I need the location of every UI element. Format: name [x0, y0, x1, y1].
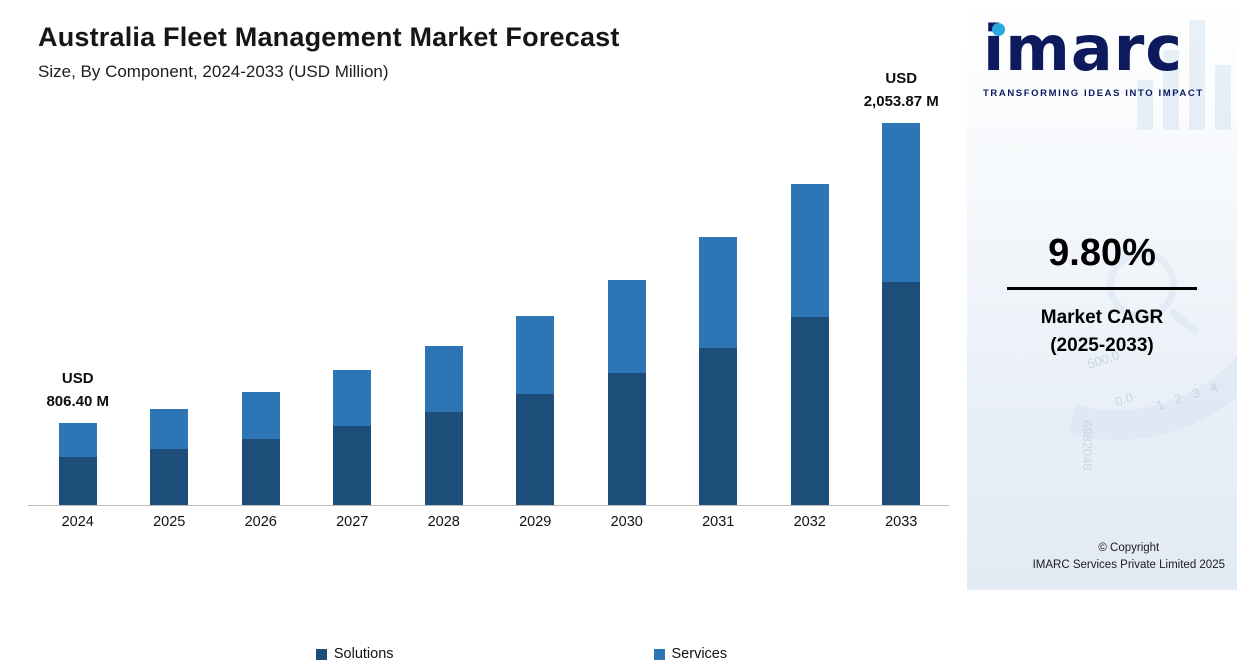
- bar-column-2026: 2026: [215, 100, 307, 530]
- bar-segment-services-2024: [58, 423, 97, 457]
- bar-area-2033: USD 2,053.87 M: [856, 70, 948, 505]
- imarc-tagline: TRANSFORMING IDEAS INTO IMPACT: [983, 88, 1204, 99]
- watermark-text: 1 2 3 4: [1154, 377, 1224, 414]
- bar-column-2030: 2030: [581, 100, 673, 530]
- bar-column-2033: USD 2,053.87 M 2033: [856, 70, 948, 530]
- x-axis-label-2033: 2033: [885, 514, 918, 530]
- bar-stack-2029: [516, 316, 555, 505]
- copyright-line1: © Copyright: [1098, 541, 1160, 554]
- imarc-logo-text: imarc: [983, 12, 1184, 85]
- bar-segment-solutions-2028: [424, 412, 463, 505]
- bar-area-2025: [124, 100, 216, 505]
- watermark-text: 6982048: [1080, 420, 1095, 471]
- bar-area-2030: [581, 100, 673, 505]
- bar-area-2026: [215, 100, 307, 505]
- watermark-text: 0.0: [1113, 389, 1135, 410]
- stacked-bar-chart: USD 806.40 M 2024 2025 2026 2027 2028 2029 2030 2…: [28, 70, 949, 662]
- legend-item-solutions: Solutions: [315, 646, 394, 662]
- bar-column-2025: 2025: [124, 100, 216, 530]
- bar-segment-services-2027: [333, 370, 372, 426]
- cagr-value: 9.80%: [1048, 232, 1156, 274]
- bar-area-2032: [764, 100, 856, 505]
- bar-column-2031: 2031: [673, 100, 765, 530]
- bar-segment-services-2025: [150, 409, 189, 449]
- bar-area-2031: [673, 100, 765, 505]
- cagr-block: 9.80% Market CAGR (2025-2033): [967, 232, 1237, 359]
- bar-column-2032: 2032: [764, 100, 856, 530]
- annotation-currency: USD: [885, 70, 918, 87]
- x-axis-label-2030: 2030: [610, 514, 643, 530]
- chart-panel: Australia Fleet Management Market Foreca…: [28, 22, 949, 662]
- bar-stack-2030: [607, 280, 646, 505]
- bar-segment-services-2030: [607, 280, 646, 373]
- x-axis-label-2027: 2027: [336, 514, 369, 530]
- x-axis-label-2031: 2031: [702, 514, 735, 530]
- bar-column-2024: USD 806.40 M 2024: [32, 100, 124, 530]
- bar-stack-2033: [882, 123, 921, 505]
- bar-stack-2025: [150, 409, 189, 505]
- bar-column-2029: 2029: [490, 100, 582, 530]
- legend-swatch-icon: [653, 648, 665, 660]
- chart-legend: Solutions Services: [64, 646, 979, 662]
- bar-stack-2032: [790, 184, 829, 505]
- x-axis-line: [28, 505, 949, 506]
- bar-segment-services-2026: [241, 392, 280, 439]
- chart-title: Australia Fleet Management Market Foreca…: [38, 22, 620, 52]
- bar-segment-solutions-2032: [790, 317, 829, 505]
- annotation-value: 806.40 M: [46, 392, 110, 410]
- bar-stack-2026: [241, 392, 280, 505]
- plot-area: USD 806.40 M 2024 2025 2026 2027 2028 2029 2030 2…: [28, 70, 949, 530]
- bar-value-annotation-2033: USD 2,053.87 M: [826, 68, 976, 113]
- bar-segment-solutions-2033: [882, 282, 921, 505]
- bar-segment-services-2031: [699, 237, 738, 348]
- copyright-notice: © Copyright IMARC Services Private Limit…: [1033, 540, 1225, 575]
- x-axis-label-2026: 2026: [244, 514, 277, 530]
- x-axis-label-2029: 2029: [519, 514, 552, 530]
- bar-area-2024: USD 806.40 M: [32, 100, 124, 505]
- bar-stack-2028: [424, 346, 463, 505]
- imarc-logo: imarc TRANSFORMING IDEAS INTO IMPACT: [983, 12, 1223, 100]
- bar-segment-services-2028: [424, 346, 463, 412]
- bar-column-2027: 2027: [307, 100, 399, 530]
- imarc-logo-dot-icon: [992, 23, 1005, 36]
- legend-label: Services: [671, 646, 728, 662]
- bar-segment-solutions-2030: [607, 373, 646, 505]
- bar-value-annotation-2024: USD 806.40 M: [3, 368, 153, 413]
- legend-item-services: Services: [653, 646, 728, 662]
- bar-segment-solutions-2024: [58, 457, 97, 505]
- bar-segment-services-2029: [516, 316, 555, 394]
- x-axis-label-2024: 2024: [61, 514, 94, 530]
- x-axis-label-2028: 2028: [427, 514, 460, 530]
- bar-column-2028: 2028: [398, 100, 490, 530]
- bar-segment-solutions-2031: [699, 348, 738, 505]
- bar-segment-solutions-2026: [241, 439, 280, 505]
- bar-area-2029: [490, 100, 582, 505]
- bar-stack-2024: [58, 423, 97, 505]
- legend-swatch-icon: [315, 648, 327, 660]
- bar-segment-services-2032: [790, 184, 829, 317]
- annotation-value: 2,053.87 M: [863, 92, 939, 110]
- copyright-line2: IMARC Services Private Limited 2025: [1032, 558, 1225, 571]
- x-axis-label-2032: 2032: [793, 514, 826, 530]
- cagr-label-line1: Market CAGR: [1040, 307, 1164, 328]
- cagr-underline: [1007, 287, 1197, 290]
- bar-segment-solutions-2029: [516, 394, 555, 505]
- chart-subtitle: Size, By Component, 2024-2033 (USD Milli…: [38, 62, 389, 81]
- cagr-label: Market CAGR (2025-2033): [967, 304, 1237, 359]
- bar-segment-solutions-2025: [150, 449, 189, 505]
- legend-label: Solutions: [333, 646, 394, 662]
- bar-segment-solutions-2027: [333, 426, 372, 505]
- bar-stack-2031: [699, 237, 738, 505]
- annotation-currency: USD: [61, 370, 94, 387]
- x-axis-label-2025: 2025: [153, 514, 186, 530]
- bar-stack-2027: [333, 370, 372, 505]
- bar-area-2027: [307, 100, 399, 505]
- bar-segment-services-2033: [882, 123, 921, 282]
- branding-sidebar: 500.0 0.0 1 2 3 4 6982048 imarc TRANSFOR…: [967, 0, 1237, 590]
- cagr-label-line2: (2025-2033): [1050, 334, 1154, 356]
- bar-area-2028: [398, 100, 490, 505]
